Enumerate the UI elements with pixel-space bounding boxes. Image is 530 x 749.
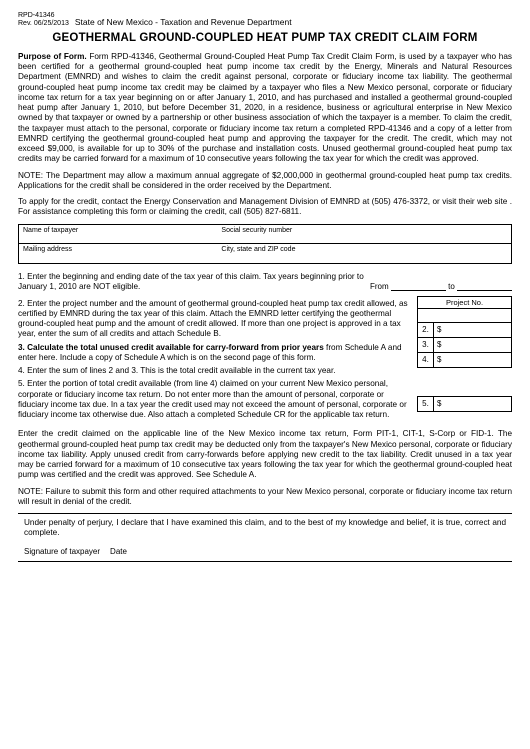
perjury-box: Under penalty of perjury, I declare that… — [18, 513, 512, 562]
purpose-text: Form RPD-41346, Geothermal Ground-Couple… — [18, 52, 512, 164]
mailing-address-label: Mailing address — [23, 246, 72, 253]
city-state-zip-label: City, state and ZIP code — [221, 246, 295, 253]
ssn-field[interactable]: Social security number — [217, 225, 511, 244]
mailing-address-field[interactable]: Mailing address — [19, 244, 217, 263]
form-header: RPD-41346 Rev. 06/25/2013 State of New M… — [18, 12, 512, 27]
department-name: State of New Mexico - Taxation and Reven… — [75, 17, 292, 28]
purpose-label: Purpose of Form. — [18, 52, 87, 61]
form-rev: Rev. 06/25/2013 — [18, 20, 69, 28]
taxpayer-name-label: Name of taxpayer — [23, 227, 78, 234]
perjury-statement: Under penalty of perjury, I declare that… — [24, 518, 506, 539]
taxpayer-name-field[interactable]: Name of taxpayer — [19, 225, 217, 244]
line-3-amount-field[interactable]: $ — [434, 338, 511, 352]
taxpayer-info-box: Name of taxpayer Social security number … — [18, 224, 512, 265]
to-label: to — [448, 282, 455, 291]
calc-section: 2. Enter the project number and the amou… — [18, 296, 512, 424]
line-4-text: 4. Enter the sum of lines 2 and 3. This … — [18, 366, 411, 376]
city-state-zip-field[interactable]: City, state and ZIP code — [217, 244, 511, 263]
date-label: Date — [110, 547, 127, 557]
project-no-header: Project No. — [417, 296, 512, 309]
line-3-text: 3. Calculate the total unused credit ava… — [18, 343, 411, 364]
form-number: RPD-41346 — [18, 12, 69, 20]
row-num-5: 5. — [418, 397, 434, 411]
project-no-field[interactable] — [418, 309, 511, 322]
line-2-amount-field[interactable]: $ — [434, 323, 511, 337]
to-date-field[interactable] — [457, 283, 512, 291]
calc-side-box: Project No. 2. $ 3. $ 4. $ 5. $ — [417, 296, 512, 424]
line-2-text: 2. Enter the project number and the amou… — [18, 299, 411, 340]
line-5-amount-field[interactable]: $ — [434, 397, 511, 411]
ssn-label: Social security number — [221, 227, 292, 234]
note-aggregate: NOTE: The Department may allow a maximum… — [18, 171, 512, 192]
from-label: From — [370, 282, 389, 291]
line-3-bold: 3. Calculate the total unused credit ava… — [18, 343, 324, 352]
enter-credit-paragraph: Enter the credit claimed on the applicab… — [18, 429, 512, 480]
line-1-row: 1. Enter the beginning and ending date o… — [18, 272, 512, 293]
signature-label: Signature of taxpayer — [24, 547, 100, 557]
row-num-4: 4. — [418, 353, 434, 367]
row-num-2: 2. — [418, 323, 434, 337]
row-num-3: 3. — [418, 338, 434, 352]
note-failure: NOTE: Failure to submit this form and ot… — [18, 487, 512, 508]
apply-instructions: To apply for the credit, contact the Ene… — [18, 197, 512, 218]
from-date-field[interactable] — [391, 283, 446, 291]
form-title: GEOTHERMAL GROUND-COUPLED HEAT PUMP TAX … — [18, 31, 512, 45]
line-1-text: 1. Enter the beginning and ending date o… — [18, 272, 364, 293]
line-5-text: 5. Enter the portion of total credit ava… — [18, 379, 411, 420]
form-number-block: RPD-41346 Rev. 06/25/2013 — [18, 12, 69, 27]
purpose-paragraph: Purpose of Form. Form RPD-41346, Geother… — [18, 52, 512, 165]
line-4-amount-field[interactable]: $ — [434, 353, 511, 367]
date-range: From to — [370, 272, 512, 292]
